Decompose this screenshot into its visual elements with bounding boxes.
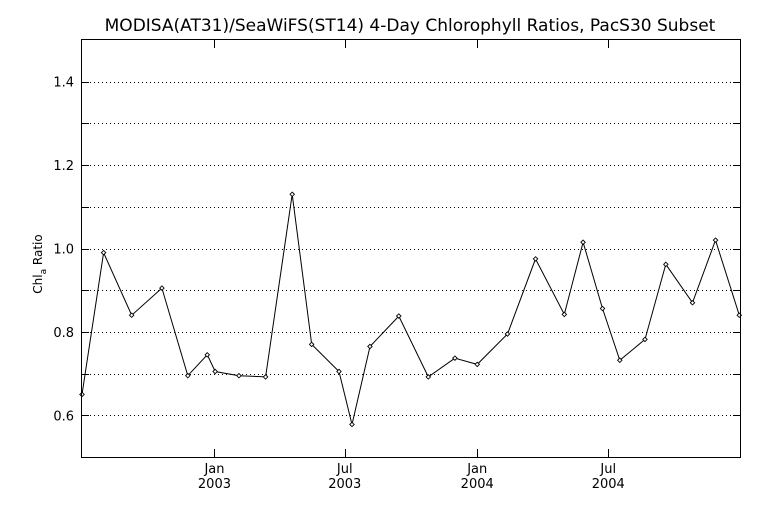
data-point bbox=[128, 312, 135, 319]
data-point bbox=[504, 331, 511, 337]
data-point bbox=[425, 374, 432, 380]
x-tick-label-month: Jul bbox=[599, 462, 616, 477]
data-point bbox=[689, 299, 696, 306]
data-point bbox=[452, 355, 458, 362]
y-tick-label: 1.2 bbox=[53, 159, 74, 174]
data-point bbox=[289, 191, 296, 198]
x-tick-label-month: Jan bbox=[203, 462, 224, 477]
data-point bbox=[561, 311, 568, 318]
y-tick-label: 0.6 bbox=[53, 409, 74, 424]
y-tick-label: 0.8 bbox=[53, 326, 74, 341]
data-point bbox=[616, 357, 623, 364]
y-tick-labels: 0.6 0.8 1.0 1.2 1.4 bbox=[53, 76, 74, 425]
data-point bbox=[100, 249, 107, 256]
y-axis-label-rest: Ratio bbox=[31, 234, 45, 269]
data-point bbox=[212, 368, 219, 375]
x-tick-label-year: 2003 bbox=[198, 477, 231, 492]
x-tick-label-month: Jan bbox=[466, 462, 487, 477]
data-point bbox=[474, 361, 481, 368]
y-axis-label-main: Chl bbox=[31, 274, 45, 293]
data-point bbox=[204, 351, 211, 358]
y-tick-label: 1.0 bbox=[53, 243, 74, 258]
data-point bbox=[712, 237, 719, 243]
data-point bbox=[580, 239, 586, 246]
data-point bbox=[336, 368, 342, 375]
data-point bbox=[663, 261, 669, 268]
data-point bbox=[159, 285, 165, 291]
x-tick-label-year: 2004 bbox=[461, 477, 494, 492]
data-point bbox=[236, 372, 242, 379]
series-line bbox=[81, 194, 740, 425]
minor-ticks bbox=[82, 40, 740, 457]
data-point bbox=[262, 374, 269, 380]
series-layer bbox=[79, 191, 743, 428]
data-point bbox=[395, 313, 402, 319]
y-axis-label: Chla Ratio bbox=[31, 234, 49, 293]
data-point bbox=[184, 372, 191, 379]
x-tick-label-month: Jul bbox=[336, 462, 353, 477]
grid-lines bbox=[82, 82, 740, 416]
plot-frame bbox=[81, 39, 741, 458]
data-point bbox=[308, 341, 315, 348]
data-point bbox=[642, 336, 648, 343]
y-axis-label-subscript: a bbox=[39, 269, 49, 275]
x-tick-label-year: 2003 bbox=[328, 477, 361, 492]
data-point bbox=[532, 256, 539, 262]
data-point bbox=[599, 305, 606, 312]
data-point bbox=[349, 421, 355, 428]
data-point bbox=[367, 343, 373, 350]
y-tick-label: 1.4 bbox=[53, 76, 74, 91]
x-tick-label-year: 2004 bbox=[592, 477, 625, 492]
chart-title: MODISA(AT31)/SeaWiFS(ST14) 4-Day Chlorop… bbox=[105, 16, 716, 36]
